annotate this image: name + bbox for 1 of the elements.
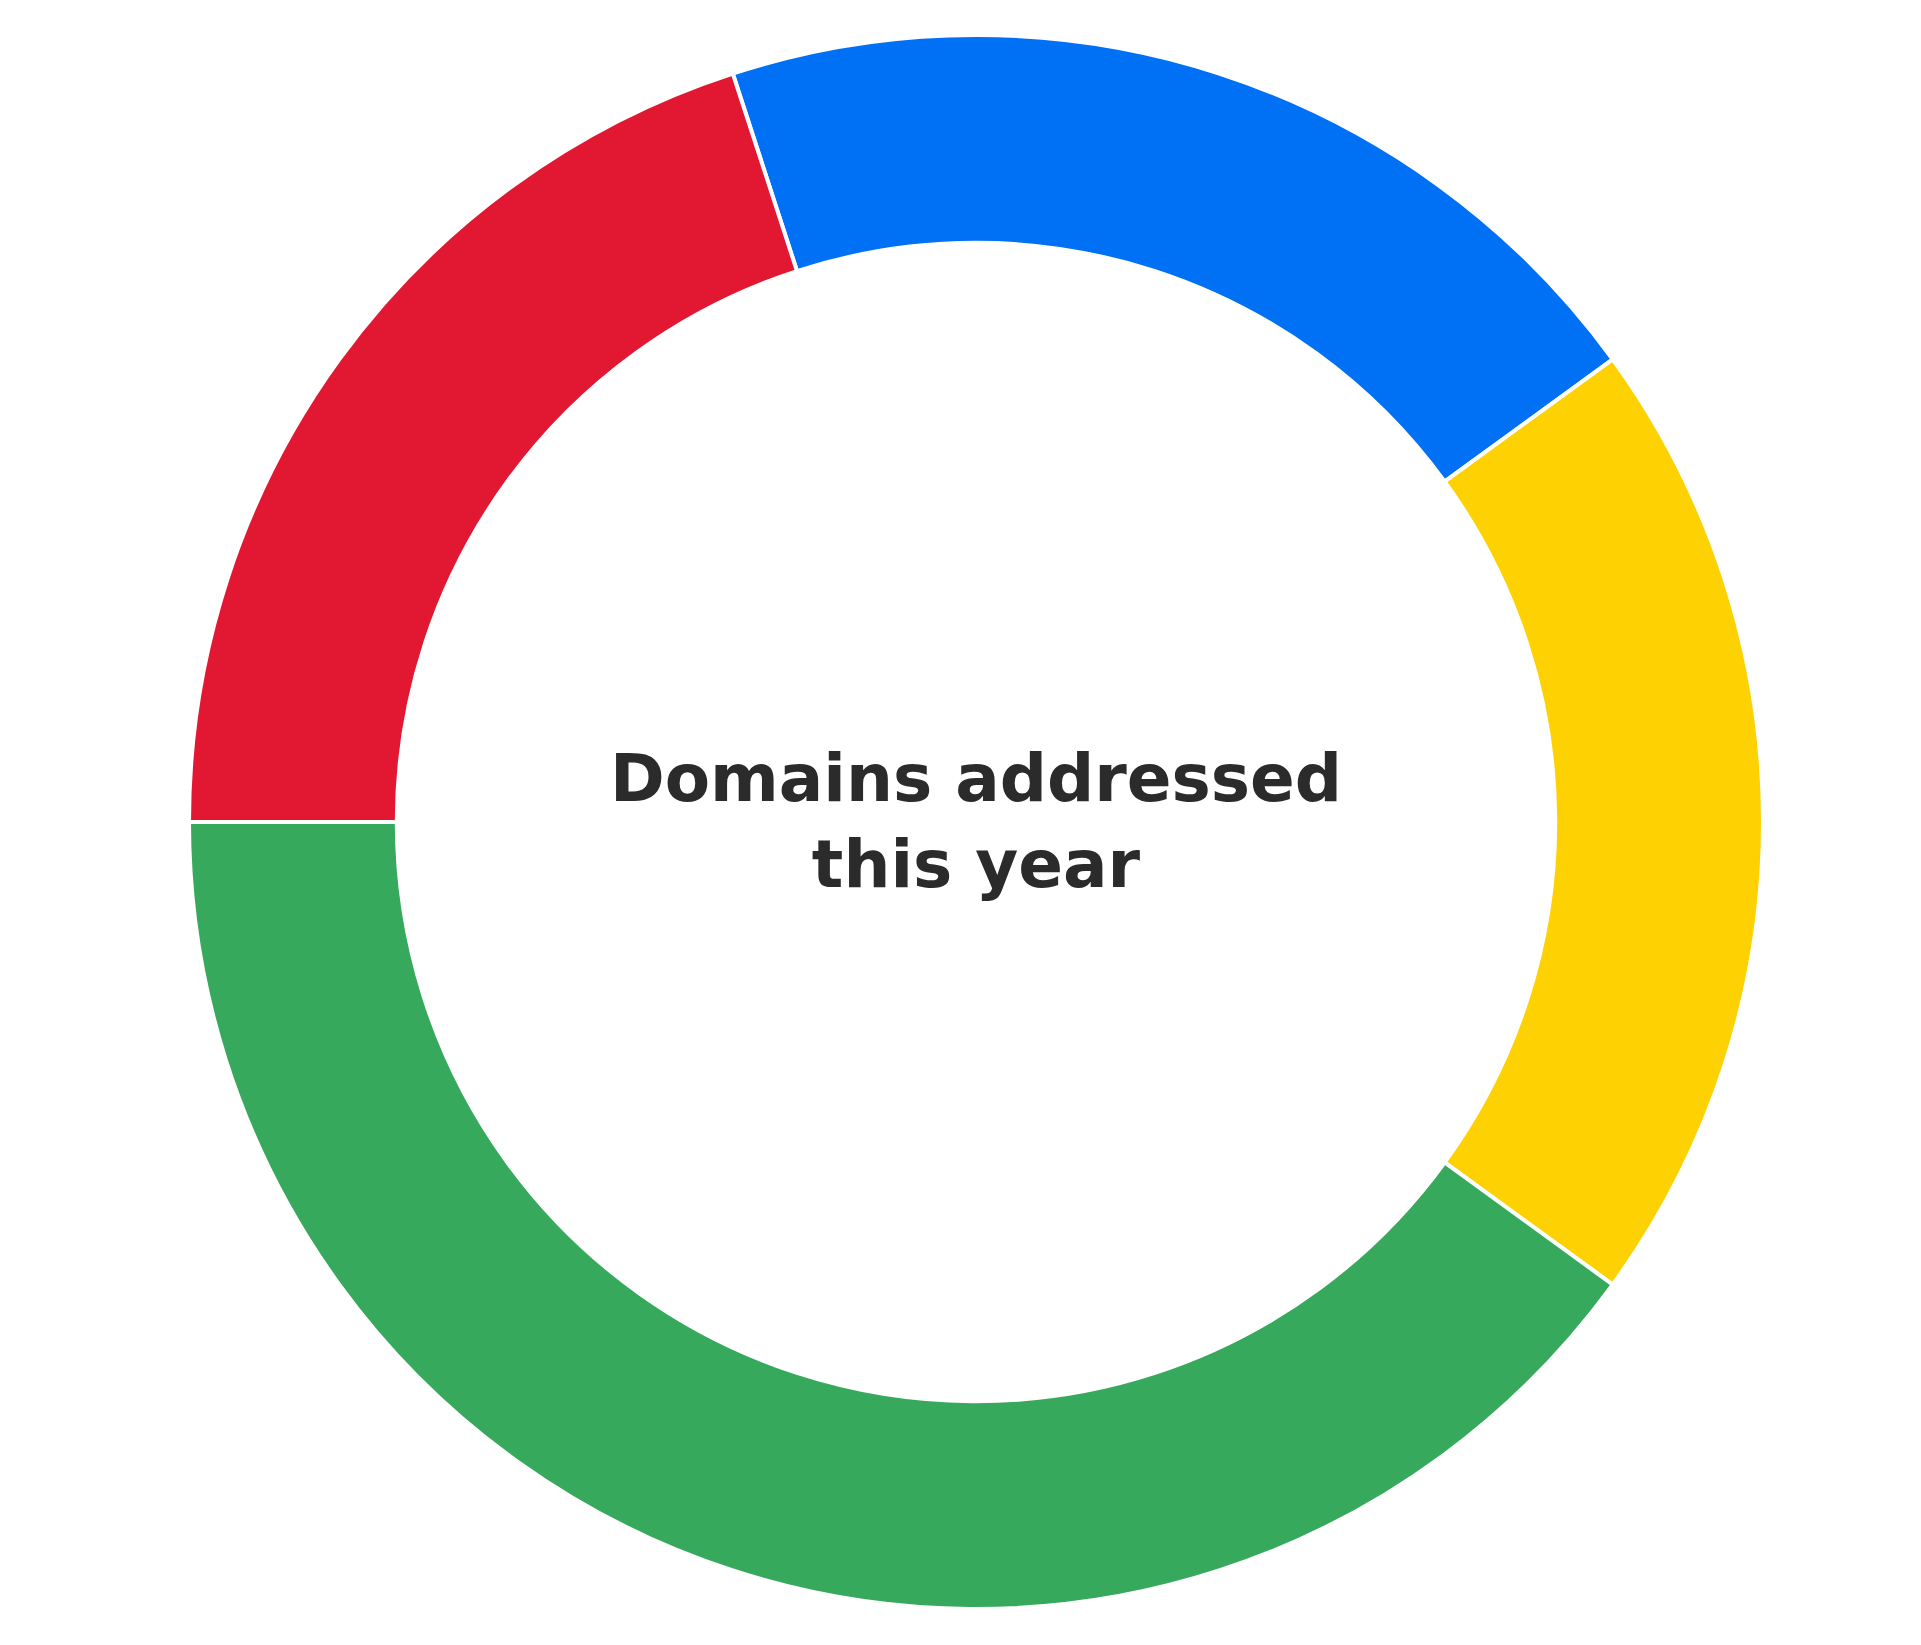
text: Domains addressed this year — [608, 739, 1344, 905]
